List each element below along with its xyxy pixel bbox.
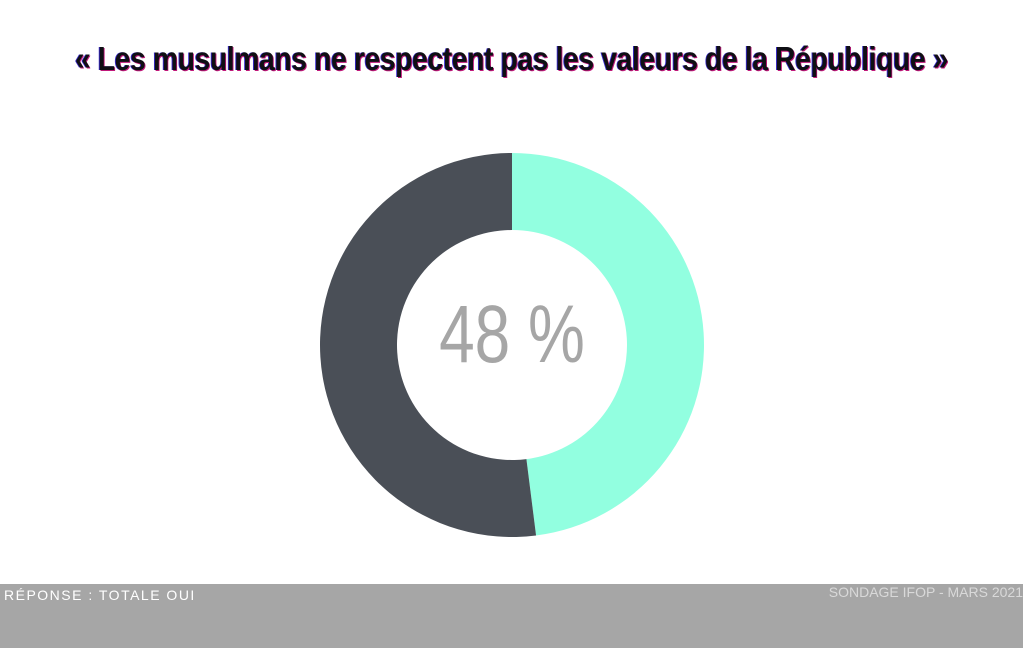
donut-slice-rest xyxy=(320,153,537,537)
donut-slice-oui xyxy=(512,153,705,536)
chart-title: « Les musulmans ne respectent pas les va… xyxy=(74,40,949,77)
footer-response-label: RÉPONSE : TOTALE OUI xyxy=(4,587,196,603)
center-percentage-label: 48 % xyxy=(439,289,585,380)
footer-source-label: SONDAGE IFOP - MARS 2021 xyxy=(828,584,1023,600)
footer-bar: RÉPONSE : TOTALE OUI SONDAGE IFOP - MARS… xyxy=(0,584,1023,648)
